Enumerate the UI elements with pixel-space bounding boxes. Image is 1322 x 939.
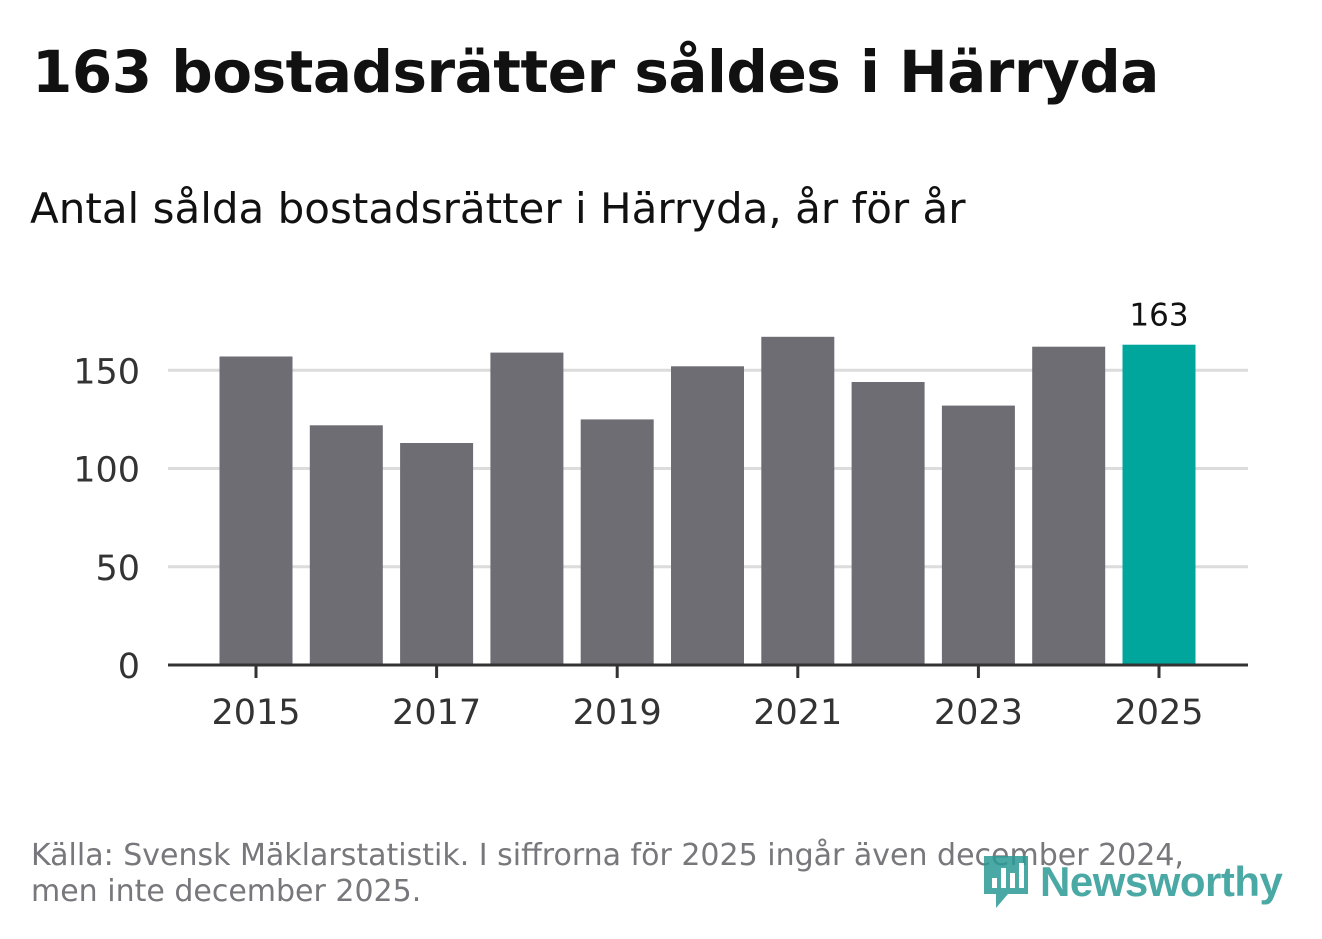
x-tick-label: 2021 [753,693,842,733]
x-tick-label: 2017 [392,693,481,733]
bar-2023 [941,405,1015,665]
y-tick-label: 0 [118,647,140,687]
brand-name: Newsworthy [1040,858,1283,905]
chart-subtitle: Antal sålda bostadsrätter i Härryda, år … [30,184,966,233]
newsworthy-logo-icon [984,856,1028,908]
labels: 0 50 100 150 2015 2017 2019 2021 2023 2025 163 [73,298,1203,733]
bar-2015 [219,356,293,665]
bar-2025 [1122,344,1196,665]
bar-2019 [580,419,654,665]
bar-2017 [400,443,474,665]
bar-chart: 0 50 100 150 2015 2017 2019 2021 2023 2025 163 [73,298,1248,733]
y-tick-label: 50 [95,549,140,589]
newsworthy-logo: Newsworthy [982,852,1283,912]
y-tick-label: 100 [73,451,140,491]
x-tick-label: 2019 [573,693,662,733]
bar-2024 [1032,346,1106,665]
bar-2021 [761,336,835,665]
chart-title: 163 bostadsrätter såldes i Härryda [32,38,1159,106]
axes [168,663,1248,678]
x-tick-label: 2025 [1114,693,1203,733]
bar-2016 [309,425,383,665]
bar-2022 [851,382,925,665]
x-tick-label: 2023 [934,693,1023,733]
x-tick-label: 2015 [211,693,300,733]
y-tick-label: 150 [73,352,140,392]
data-label-2025: 163 [1129,298,1188,334]
bar-2020 [671,366,744,665]
bar-2018 [490,352,564,665]
bars [219,336,1196,665]
